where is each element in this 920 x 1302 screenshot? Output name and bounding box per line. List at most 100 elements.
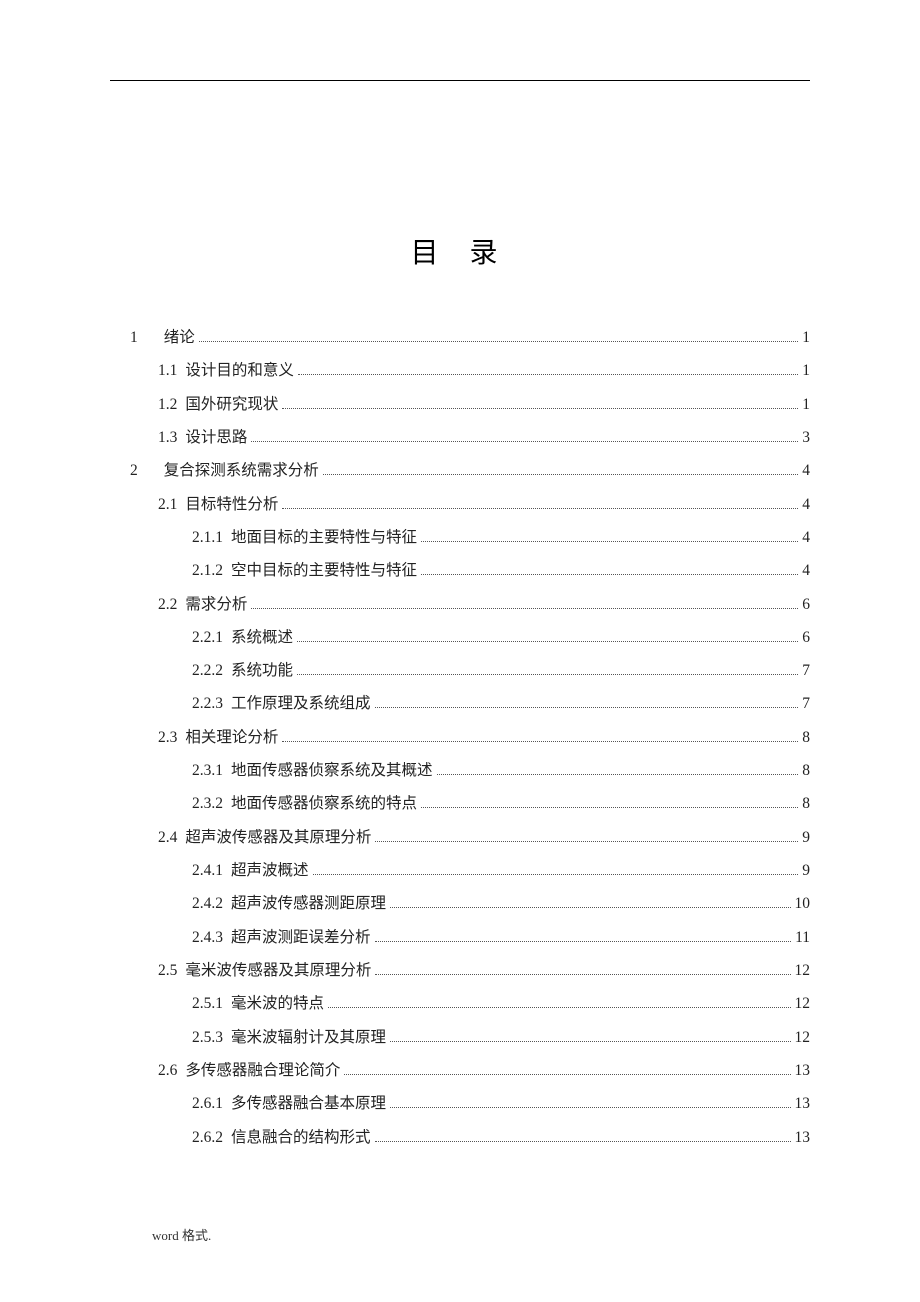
toc-dot-leader bbox=[282, 728, 798, 742]
toc-entry-number: 2.2.3 bbox=[192, 687, 223, 720]
toc-dot-leader bbox=[390, 1028, 790, 1042]
toc-dot-leader bbox=[375, 695, 799, 709]
toc-dot-leader bbox=[344, 1061, 790, 1075]
toc-dot-leader bbox=[375, 828, 798, 842]
toc-dot-leader bbox=[297, 628, 798, 642]
toc-entry-page: 12 bbox=[795, 954, 811, 987]
toc-row: 2.3.1地面传感器侦察系统及其概述8 bbox=[110, 754, 810, 787]
toc-entry-label: 相关理论分析 bbox=[185, 721, 278, 754]
toc-row: 1绪论1 bbox=[110, 321, 810, 354]
toc-dot-leader bbox=[251, 595, 798, 609]
toc-entry-page: 6 bbox=[802, 588, 810, 621]
toc-entry-number: 2.6 bbox=[158, 1054, 177, 1087]
toc-entry-page: 6 bbox=[802, 621, 810, 654]
toc-entry-label: 多传感器融合理论简介 bbox=[185, 1054, 340, 1087]
toc-entry-number: 1.2 bbox=[158, 388, 177, 421]
toc-dot-leader bbox=[375, 928, 792, 942]
toc-row: 2.1.2 空中目标的主要特性与特征 4 bbox=[110, 554, 810, 587]
toc-entry-number: 2.4.3 bbox=[192, 921, 223, 954]
toc-entry-number: 2.5 bbox=[158, 954, 177, 987]
toc-row: 2.2.1系统概述6 bbox=[110, 621, 810, 654]
toc-row: 2.6.1多传感器融合基本原理13 bbox=[110, 1087, 810, 1120]
toc-row: 2 复合探测系统需求分析 4 bbox=[110, 454, 810, 487]
toc-entry-number: 2.2 bbox=[158, 588, 177, 621]
toc-dot-leader bbox=[421, 528, 798, 542]
toc-entry-label: 超声波传感器测距原理 bbox=[231, 887, 386, 920]
toc-entry-label: 地面传感器侦察系统的特点 bbox=[231, 787, 417, 820]
toc-row: 2.2 需求分析 6 bbox=[110, 588, 810, 621]
toc-entry-number: 1.1 bbox=[158, 354, 177, 387]
toc-entry-number: 2.3 bbox=[158, 721, 177, 754]
toc-row: 2.1.1地面目标的主要特性与特征4 bbox=[110, 521, 810, 554]
toc-entry-page: 10 bbox=[795, 887, 811, 920]
toc-entry-label: 地面目标的主要特性与特征 bbox=[231, 521, 417, 554]
toc-dot-leader bbox=[297, 661, 798, 675]
toc-title: 目 录 bbox=[110, 231, 810, 271]
toc-dot-leader bbox=[313, 861, 799, 875]
toc-entry-page: 8 bbox=[802, 787, 810, 820]
toc-entry-number: 2.4 bbox=[158, 821, 177, 854]
toc-row: 2.3 相关理论分析 8 bbox=[110, 721, 810, 754]
toc-row: 2.2.2 系统功能 7 bbox=[110, 654, 810, 687]
toc-entry-number: 2 bbox=[130, 454, 138, 487]
toc-entry-label: 设计思路 bbox=[185, 421, 247, 454]
toc-entry-label: 毫米波辐射计及其原理 bbox=[231, 1021, 386, 1054]
toc-dot-leader bbox=[251, 428, 798, 442]
toc-dot-leader bbox=[421, 561, 798, 575]
toc-entry-label: 毫米波传感器及其原理分析 bbox=[185, 954, 371, 987]
toc-entry-label: 超声波传感器及其原理分析 bbox=[185, 821, 371, 854]
toc-entry-number: 2.4.1 bbox=[192, 854, 223, 887]
toc-dot-leader bbox=[375, 1128, 791, 1142]
toc-row: 2.6.2 信息融合的结构形式 13 bbox=[110, 1121, 810, 1154]
toc-entry-label: 绪论 bbox=[164, 321, 195, 354]
toc-row: 2.4.3超声波测距误差分析11 bbox=[110, 921, 810, 954]
toc-entry-number: 2.4.2 bbox=[192, 887, 223, 920]
toc-entry-page: 1 bbox=[802, 388, 810, 421]
toc-entry-label: 需求分析 bbox=[185, 588, 247, 621]
toc-entry-page: 4 bbox=[802, 454, 810, 487]
toc-row: 2.5.3毫米波辐射计及其原理12 bbox=[110, 1021, 810, 1054]
toc-entry-label: 毫米波的特点 bbox=[231, 987, 324, 1020]
toc-entry-label: 空中目标的主要特性与特征 bbox=[231, 554, 417, 587]
footer-text: word 格式. bbox=[152, 1225, 211, 1244]
toc-entry-label: 设计目的和意义 bbox=[185, 354, 294, 387]
toc-entry-label: 超声波概述 bbox=[231, 854, 309, 887]
toc-entry-page: 1 bbox=[802, 354, 810, 387]
toc-entry-number: 2.1.2 bbox=[192, 554, 223, 587]
toc-dot-leader bbox=[199, 328, 798, 342]
toc-entry-label: 复合探测系统需求分析 bbox=[164, 454, 319, 487]
toc-entry-page: 4 bbox=[802, 521, 810, 554]
toc-entry-label: 工作原理及系统组成 bbox=[231, 687, 371, 720]
toc-entry-label: 系统功能 bbox=[231, 654, 293, 687]
toc-entry-page: 4 bbox=[802, 554, 810, 587]
toc-entry-number: 1 bbox=[130, 321, 138, 354]
toc-dot-leader bbox=[328, 994, 790, 1008]
toc-entry-number: 2.6.1 bbox=[192, 1087, 223, 1120]
toc-entry-label: 目标特性分析 bbox=[185, 488, 278, 521]
toc-entry-number: 2.3.2 bbox=[192, 787, 223, 820]
toc-entry-page: 8 bbox=[802, 721, 810, 754]
toc-entry-number: 2.5.3 bbox=[192, 1021, 223, 1054]
toc-dot-leader bbox=[298, 361, 798, 375]
toc-row: 2.2.3工作原理及系统组成7 bbox=[110, 687, 810, 720]
toc-row: 2.3.2 地面传感器侦察系统的特点 8 bbox=[110, 787, 810, 820]
toc-entry-number: 2.3.1 bbox=[192, 754, 223, 787]
toc-row: 2.5 毫米波传感器及其原理分析 12 bbox=[110, 954, 810, 987]
toc-entry-page: 4 bbox=[802, 488, 810, 521]
toc-entry-page: 13 bbox=[795, 1121, 811, 1154]
toc-entry-label: 信息融合的结构形式 bbox=[231, 1121, 371, 1154]
toc-row: 1.3设计思路3 bbox=[110, 421, 810, 454]
toc-dot-leader bbox=[437, 761, 799, 775]
toc-entry-page: 7 bbox=[802, 654, 810, 687]
toc-entry-number: 2.2.2 bbox=[192, 654, 223, 687]
toc-entry-number: 2.1 bbox=[158, 488, 177, 521]
toc-entry-page: 3 bbox=[802, 421, 810, 454]
toc-entry-page: 9 bbox=[802, 821, 810, 854]
toc-entry-page: 13 bbox=[795, 1087, 811, 1120]
toc-entry-number: 2.6.2 bbox=[192, 1121, 223, 1154]
toc-dot-leader bbox=[282, 495, 798, 509]
toc-dot-leader bbox=[323, 461, 798, 475]
toc-row: 2.5.1毫米波的特点12 bbox=[110, 987, 810, 1020]
toc-dot-leader bbox=[390, 894, 790, 908]
toc-row: 2.1 目标特性分析 4 bbox=[110, 488, 810, 521]
